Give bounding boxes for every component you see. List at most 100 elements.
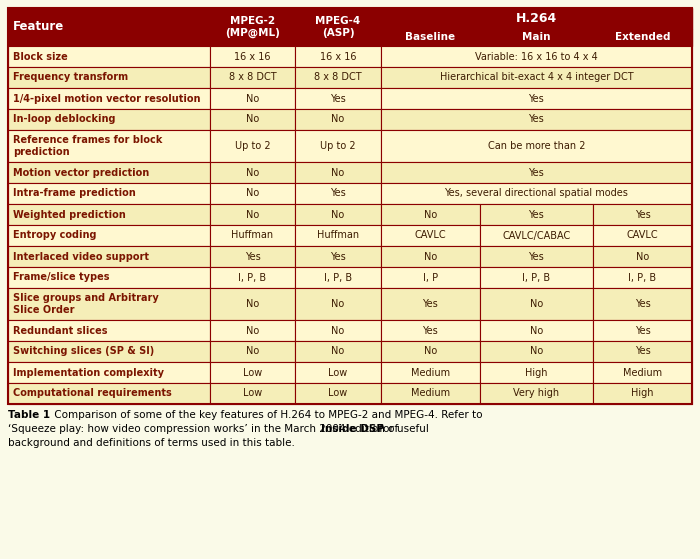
- Text: 8 x 8 DCT: 8 x 8 DCT: [314, 73, 362, 83]
- Bar: [593, 267, 692, 288]
- Text: I, P, B: I, P, B: [629, 272, 657, 282]
- Text: MPEG-2
(MP@ML): MPEG-2 (MP@ML): [225, 16, 280, 38]
- Bar: [381, 320, 480, 341]
- Text: Frame/slice types: Frame/slice types: [13, 272, 109, 282]
- Bar: [8, 225, 210, 246]
- Bar: [295, 204, 381, 225]
- Text: No: No: [246, 325, 259, 335]
- Text: Yes: Yes: [245, 252, 260, 262]
- Text: No: No: [331, 347, 344, 357]
- Bar: [381, 204, 480, 225]
- Text: No: No: [331, 115, 344, 125]
- Text: Can be more than 2: Can be more than 2: [488, 141, 585, 151]
- Text: Feature: Feature: [13, 21, 64, 34]
- Text: Table 1: Table 1: [8, 410, 50, 420]
- Text: Comparison of some of the key features of H.264 to MPEG-2 and MPEG-4. Refer to: Comparison of some of the key features o…: [51, 410, 482, 420]
- Bar: [593, 362, 692, 383]
- Text: Inside DSP: Inside DSP: [321, 424, 384, 434]
- Text: Yes: Yes: [634, 210, 650, 220]
- Text: Huffman: Huffman: [317, 230, 359, 240]
- Bar: [480, 246, 593, 267]
- Bar: [210, 8, 295, 46]
- Text: No: No: [246, 168, 259, 178]
- Text: No: No: [246, 210, 259, 220]
- Bar: [8, 320, 210, 341]
- Text: Low: Low: [328, 389, 348, 399]
- Bar: [210, 383, 295, 404]
- Bar: [210, 362, 295, 383]
- Text: 8 x 8 DCT: 8 x 8 DCT: [229, 73, 276, 83]
- Text: Very high: Very high: [513, 389, 559, 399]
- Bar: [8, 288, 210, 320]
- Text: Low: Low: [243, 389, 262, 399]
- Text: Reference frames for block
prediction: Reference frames for block prediction: [13, 135, 162, 157]
- Bar: [295, 225, 381, 246]
- Bar: [8, 67, 210, 88]
- Text: High: High: [631, 389, 654, 399]
- Bar: [210, 109, 295, 130]
- Bar: [295, 320, 381, 341]
- Text: No: No: [424, 252, 437, 262]
- Text: Yes: Yes: [634, 325, 650, 335]
- Bar: [593, 288, 692, 320]
- Bar: [295, 8, 381, 46]
- Text: No: No: [331, 210, 344, 220]
- Bar: [381, 183, 692, 204]
- Text: Extended: Extended: [615, 32, 670, 42]
- Bar: [381, 288, 480, 320]
- Bar: [593, 246, 692, 267]
- Bar: [210, 204, 295, 225]
- Text: Yes: Yes: [330, 188, 346, 198]
- Bar: [295, 67, 381, 88]
- Bar: [593, 29, 692, 46]
- Bar: [381, 29, 480, 46]
- Bar: [295, 246, 381, 267]
- Bar: [381, 341, 480, 362]
- Text: Yes: Yes: [423, 299, 438, 309]
- Bar: [480, 341, 593, 362]
- Text: Yes: Yes: [634, 347, 650, 357]
- Text: Entropy coding: Entropy coding: [13, 230, 97, 240]
- Bar: [480, 225, 593, 246]
- Bar: [480, 267, 593, 288]
- Bar: [295, 183, 381, 204]
- Bar: [381, 225, 480, 246]
- Text: No: No: [246, 93, 259, 103]
- Text: CAVLC: CAVLC: [414, 230, 446, 240]
- Text: I, P, B: I, P, B: [239, 272, 267, 282]
- Text: Hierarchical bit-exact 4 x 4 integer DCT: Hierarchical bit-exact 4 x 4 integer DCT: [440, 73, 634, 83]
- Text: Computational requirements: Computational requirements: [13, 389, 172, 399]
- Bar: [480, 320, 593, 341]
- Bar: [210, 225, 295, 246]
- Text: for useful: for useful: [376, 424, 429, 434]
- Text: No: No: [246, 188, 259, 198]
- Text: No: No: [424, 210, 437, 220]
- Bar: [8, 183, 210, 204]
- Bar: [381, 267, 480, 288]
- Bar: [210, 288, 295, 320]
- Text: CAVLC/CABAC: CAVLC/CABAC: [503, 230, 570, 240]
- Bar: [210, 246, 295, 267]
- Text: background and definitions of terms used in this table.: background and definitions of terms used…: [8, 438, 295, 448]
- Bar: [381, 88, 692, 109]
- Bar: [381, 362, 480, 383]
- Bar: [295, 383, 381, 404]
- Text: I, P, B: I, P, B: [324, 272, 352, 282]
- Bar: [480, 29, 593, 46]
- Text: Medium: Medium: [411, 367, 450, 377]
- Bar: [381, 130, 692, 162]
- Text: 16 x 16: 16 x 16: [320, 51, 356, 61]
- Bar: [8, 246, 210, 267]
- Text: No: No: [246, 299, 259, 309]
- Text: No: No: [530, 347, 543, 357]
- Text: 16 x 16: 16 x 16: [234, 51, 271, 61]
- Text: In-loop deblocking: In-loop deblocking: [13, 115, 116, 125]
- Bar: [8, 46, 210, 67]
- Bar: [8, 362, 210, 383]
- Bar: [8, 8, 210, 46]
- Text: No: No: [246, 115, 259, 125]
- Bar: [210, 320, 295, 341]
- Text: Yes: Yes: [528, 252, 545, 262]
- Text: Up to 2: Up to 2: [320, 141, 356, 151]
- Bar: [593, 204, 692, 225]
